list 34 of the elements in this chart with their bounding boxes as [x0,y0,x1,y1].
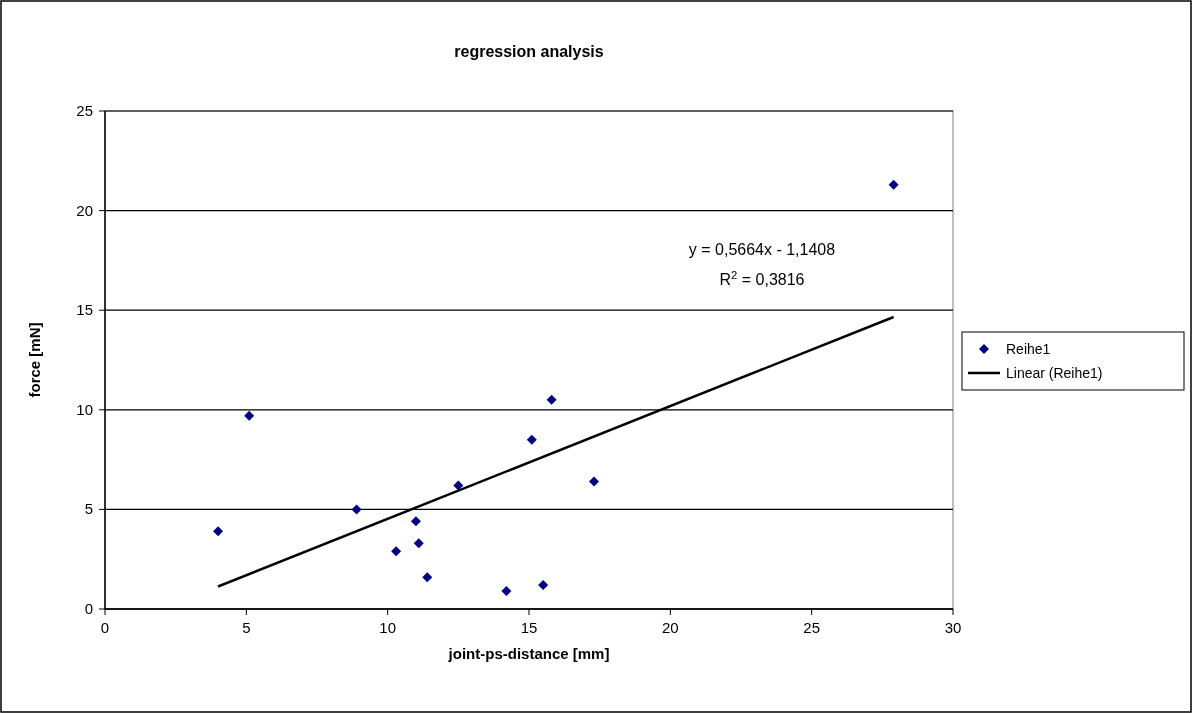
legend-label: Reihe1 [1006,341,1051,357]
point [538,580,549,591]
x-tick-label: 5 [242,619,251,636]
legend-label: Linear (Reihe1) [1006,365,1103,381]
point [413,538,424,549]
annotation: y = 0,5664x - 1,1408 [688,241,836,258]
point [526,434,537,445]
x-tick-label: 0 [100,619,110,636]
point [351,504,362,515]
x-tick-label: 10 [379,619,397,636]
y-tick-label: 20 [76,201,93,219]
point [244,410,255,421]
y-axis-title: force [mN] [26,322,43,398]
y-tick-label: 25 [76,102,93,119]
x-tick-label: 25 [803,619,821,636]
x-tick-label: 30 [944,619,962,636]
chart-title: regression analysis [454,43,604,60]
point [589,476,600,487]
point [391,546,402,557]
point [888,179,899,190]
x-axis-title: joint-ps-distance [mm] [447,645,610,662]
annotation: R$^{2}$ = 0,3816 [719,269,805,288]
point [546,394,557,405]
y-tick-label: 15 [76,301,93,319]
point [422,572,433,583]
y-tick-label: 10 [76,400,93,418]
point [501,586,512,597]
y-tick-label: 0 [84,600,93,617]
x-tick-label: 20 [661,619,679,636]
x-tick-label: 15 [520,619,538,636]
point [410,516,421,527]
point [453,480,464,491]
y-tick-label: 5 [84,500,93,518]
point [213,526,224,537]
